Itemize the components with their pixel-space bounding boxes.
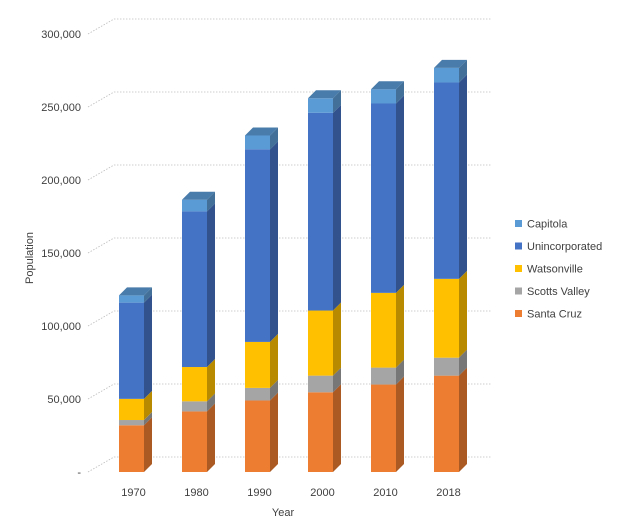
bar-segment-unincorporated-2010 — [371, 95, 404, 293]
gridline — [87, 456, 492, 473]
bar-segment-watsonville-1970 — [119, 390, 152, 421]
bar-segment-scotts-valley-2010 — [371, 359, 404, 385]
y-tick-label: - — [77, 467, 81, 479]
legend-label: Watsonville — [527, 264, 583, 276]
bar-segment-capitola-2000 — [308, 90, 341, 113]
legend: Capitola Unincorporated Watsonville Scotts … — [515, 219, 602, 321]
x-tick-label: 2010 — [373, 487, 397, 499]
gridline — [87, 91, 492, 108]
bar-stack-1990 — [245, 127, 278, 472]
bar-segment-unincorporated-2018 — [434, 74, 467, 279]
x-tick-label: 2000 — [310, 487, 334, 499]
bar-segment-scotts-valley-1990 — [245, 379, 278, 401]
x-axis-ticks: 1970 1980 1990 2000 2010 2018 — [121, 487, 460, 499]
bar-segment-santa-cruz-2010 — [371, 376, 404, 472]
legend-item-unincorporated: Unincorporated — [515, 241, 602, 253]
legend-swatch — [515, 310, 522, 317]
bar-segment-santa-cruz-2000 — [308, 384, 341, 472]
legend-swatch — [515, 287, 522, 295]
bar-segment-capitola-1980 — [182, 191, 215, 212]
legend-item-watsonville: Watsonville — [515, 264, 583, 276]
bar-segment-watsonville-1980 — [182, 359, 215, 402]
bar-segment-scotts-valley-1980 — [182, 393, 215, 412]
bar-segment-scotts-valley-2000 — [308, 367, 341, 393]
legend-label: Capitola — [527, 219, 568, 231]
bar-segment-unincorporated-2000 — [308, 104, 341, 311]
gridlines — [87, 18, 492, 473]
bar-segment-santa-cruz-1990 — [245, 392, 278, 472]
gridline — [87, 237, 492, 254]
bar-segment-unincorporated-1990 — [245, 141, 278, 342]
x-tick-label: 1980 — [184, 487, 208, 499]
legend-swatch — [515, 220, 522, 227]
x-tick-label: 1970 — [121, 487, 145, 499]
bar-stack-2010 — [371, 81, 404, 472]
legend-item-scotts-valley: Scotts Valley — [515, 286, 590, 298]
y-tick-label: 100,000 — [41, 321, 81, 333]
bar-segment-capitola-1990 — [245, 127, 278, 150]
bar-segment-watsonville-2010 — [371, 284, 404, 368]
y-tick-label: 300,000 — [41, 29, 81, 41]
y-tick-label: 200,000 — [41, 175, 81, 187]
bar-segment-santa-cruz-2018 — [434, 367, 467, 472]
bar-segment-capitola-2018 — [434, 59, 467, 83]
bar-segment-watsonville-2018 — [434, 270, 467, 358]
bar-segment-scotts-valley-2018 — [434, 349, 467, 376]
gridline — [87, 164, 492, 181]
bar-segment-unincorporated-1980 — [182, 203, 215, 368]
bar-stack-2000 — [308, 90, 341, 472]
gridline — [87, 383, 492, 400]
legend-item-santa-cruz: Santa Cruz — [515, 309, 582, 321]
bar-segment-unincorporated-1970 — [119, 294, 152, 399]
bar-segment-watsonville-2000 — [308, 302, 341, 376]
legend-swatch — [515, 242, 522, 250]
bar-segment-watsonville-1990 — [245, 333, 278, 388]
bar-segment-capitola-2010 — [371, 81, 404, 104]
bar-stack-1970 — [119, 287, 152, 472]
bar-segment-capitola-1970 — [119, 287, 152, 303]
x-axis-title: Year — [272, 507, 295, 519]
legend-label: Santa Cruz — [527, 309, 582, 321]
gridline — [87, 18, 492, 35]
y-tick-label: 50,000 — [47, 394, 81, 406]
bar-segment-santa-cruz-1970 — [119, 417, 152, 472]
legend-label: Unincorporated — [527, 241, 602, 253]
bar-stack-1980 — [182, 191, 215, 472]
legend-item-capitola: Capitola — [515, 219, 568, 231]
y-tick-label: 250,000 — [41, 102, 81, 114]
bar-segment-scotts-valley-1970 — [119, 412, 152, 426]
bars — [119, 59, 467, 472]
y-tick-label: 150,000 — [41, 248, 81, 260]
bar-stack-2018 — [434, 59, 467, 472]
gridline — [87, 310, 492, 327]
x-tick-label: 1990 — [247, 487, 271, 499]
y-axis-title: Population — [24, 232, 36, 284]
y-axis-ticks: - 50,000 100,000 150,000 200,000 250,000 300,0… — [41, 29, 81, 479]
bar-segment-santa-cruz-1980 — [182, 403, 215, 472]
x-tick-label: 2018 — [436, 487, 460, 499]
legend-swatch — [515, 265, 522, 272]
legend-label: Scotts Valley — [527, 286, 590, 298]
